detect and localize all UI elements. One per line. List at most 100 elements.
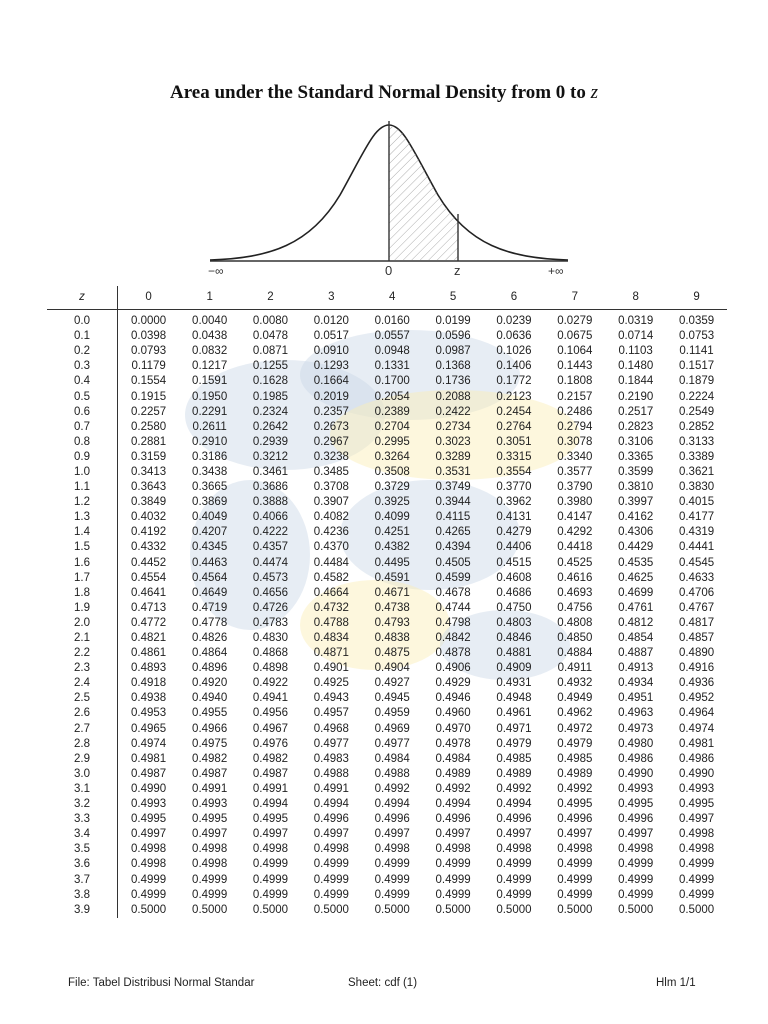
probability-cell: 0.4998 [131, 858, 167, 871]
probability-cell: 0.4982 [252, 752, 289, 765]
probability-cell: 0.3729 [374, 481, 410, 494]
table-row: 1.1 0.3643 0.3665 0.3686 0.3708 0.3729 0.3749 0… [47, 480, 727, 496]
table-row: 1.6 0.4452 0.4463 0.4474 0.4484 0.4495 0.4505 0… [47, 555, 727, 571]
probability-cell: 0.4909 [496, 662, 532, 675]
probability-cell: 0.2324 [252, 405, 289, 418]
probability-cell: 0.5000 [252, 903, 289, 916]
table-row: 3.7 0.4999 0.4999 0.4999 0.4999 0.4999 0.4999 0… [47, 872, 727, 888]
probability-cell: 0.2224 [678, 390, 715, 403]
probability-cell: 0.3643 [131, 481, 167, 494]
probability-cell: 0.4842 [435, 632, 471, 645]
probability-cell: 0.4394 [435, 541, 471, 554]
probability-cell: 0.4999 [131, 873, 167, 886]
probability-cell: 0.4999 [313, 858, 349, 871]
probability-cell: 0.1217 [192, 360, 228, 373]
probability-cell: 0.5000 [496, 903, 532, 916]
table-row: 1.2 0.3849 0.3869 0.3888 0.3907 0.3925 0.3944 0… [47, 495, 727, 511]
probability-cell: 0.3962 [496, 496, 532, 509]
probability-cell: 0.4904 [374, 662, 410, 675]
z-column-header: z [47, 286, 118, 310]
probability-cell: 0.4977 [374, 737, 410, 750]
probability-cell: 0.3078 [557, 435, 593, 448]
probability-cell: 0.4878 [435, 647, 471, 660]
probability-cell: 0.4686 [496, 586, 532, 599]
probability-cell: 0.4995 [557, 798, 593, 811]
probability-cell: 0.4993 [192, 798, 228, 811]
probability-cell: 0.0714 [618, 330, 654, 343]
probability-cell: 0.3849 [131, 496, 167, 509]
table-row: 0.5 0.1915 0.1950 0.1985 0.2019 0.2054 0.2088 0… [47, 389, 727, 405]
probability-cell: 0.5000 [131, 903, 167, 916]
probability-cell: 0.3554 [496, 465, 532, 478]
probability-cell: 0.4931 [496, 677, 532, 690]
probability-cell: 0.3686 [252, 481, 289, 494]
probability-cell: 0.4991 [313, 782, 349, 795]
probability-cell: 0.0080 [252, 315, 289, 328]
probability-cell: 0.4032 [131, 511, 167, 524]
probability-cell: 0.3944 [435, 496, 471, 509]
probability-cell: 0.2939 [252, 435, 289, 448]
probability-cell: 0.0199 [435, 315, 471, 328]
probability-cell: 0.4995 [192, 813, 228, 826]
probability-cell: 0.4948 [496, 692, 532, 705]
probability-cell: 0.2549 [678, 405, 715, 418]
probability-cell: 0.4761 [618, 601, 654, 614]
probability-cell: 0.1368 [435, 360, 471, 373]
probability-cell: 0.4896 [192, 662, 228, 675]
probability-cell: 0.4999 [435, 888, 471, 901]
probability-cell: 0.4821 [131, 632, 167, 645]
probability-cell: 0.0120 [313, 315, 349, 328]
probability-cell: 0.1915 [131, 390, 167, 403]
probability-cell: 0.4984 [435, 752, 471, 765]
probability-cell: 0.3810 [618, 481, 654, 494]
probability-cell: 0.3907 [313, 496, 349, 509]
probability-cell: 0.4999 [192, 873, 228, 886]
probability-cell: 0.4998 [192, 858, 228, 871]
z-value-cell: 0.7 [47, 419, 118, 435]
probability-cell: 0.1331 [374, 360, 410, 373]
probability-cell: 0.4998 [252, 843, 289, 856]
probability-cell: 0.1064 [557, 345, 593, 358]
probability-cell: 0.4382 [374, 541, 410, 554]
probability-cell: 0.4964 [678, 707, 715, 720]
probability-cell: 0.4207 [192, 526, 228, 539]
probability-cell: 0.4474 [252, 556, 289, 569]
probability-cell: 0.4999 [496, 873, 532, 886]
probability-cell: 0.4608 [496, 571, 532, 584]
probability-cell: 0.1293 [313, 360, 349, 373]
column-header: 2 [240, 286, 301, 310]
probability-cell: 0.2823 [618, 420, 654, 433]
probability-cell: 0.2190 [618, 390, 654, 403]
probability-cell: 0.4857 [678, 632, 715, 645]
z-value-cell: 2.6 [47, 706, 118, 722]
probability-cell: 0.4999 [618, 873, 654, 886]
probability-cell: 0.4985 [557, 752, 593, 765]
probability-cell: 0.4999 [252, 858, 289, 871]
probability-cell: 0.2642 [252, 420, 289, 433]
probability-cell: 0.4554 [131, 571, 167, 584]
probability-cell: 0.4750 [496, 601, 532, 614]
z-value-cell: 1.8 [47, 585, 118, 601]
z-value-cell: 0.2 [47, 344, 118, 360]
table-row: 0.3 0.1179 0.1217 0.1255 0.1293 0.1331 0.1368 0… [47, 359, 727, 375]
probability-cell: 0.3508 [374, 465, 410, 478]
probability-cell: 0.3340 [557, 450, 593, 463]
probability-cell: 0.4591 [374, 571, 410, 584]
probability-cell: 0.4996 [374, 813, 410, 826]
probability-cell: 0.4015 [678, 496, 715, 509]
minus-infinity-label: −∞ [208, 264, 224, 278]
probability-cell: 0.1628 [252, 375, 289, 388]
table-row: 0.9 0.3159 0.3186 0.3212 0.3238 0.3264 0.3289 0… [47, 449, 727, 465]
table-row: 3.2 0.4993 0.4993 0.4994 0.4994 0.4994 0.4994 0… [47, 797, 727, 813]
probability-cell: 0.4812 [618, 616, 654, 629]
z-value-cell: 2.8 [47, 736, 118, 752]
probability-cell: 0.4817 [678, 616, 715, 629]
probability-cell: 0.4834 [313, 632, 349, 645]
probability-cell: 0.4979 [557, 737, 593, 750]
probability-cell: 0.4994 [435, 798, 471, 811]
probability-cell: 0.4999 [618, 888, 654, 901]
z-value-cell: 3.3 [47, 812, 118, 828]
probability-cell: 0.2357 [313, 405, 349, 418]
probability-cell: 0.0596 [435, 330, 471, 343]
probability-cell: 0.3485 [313, 465, 349, 478]
